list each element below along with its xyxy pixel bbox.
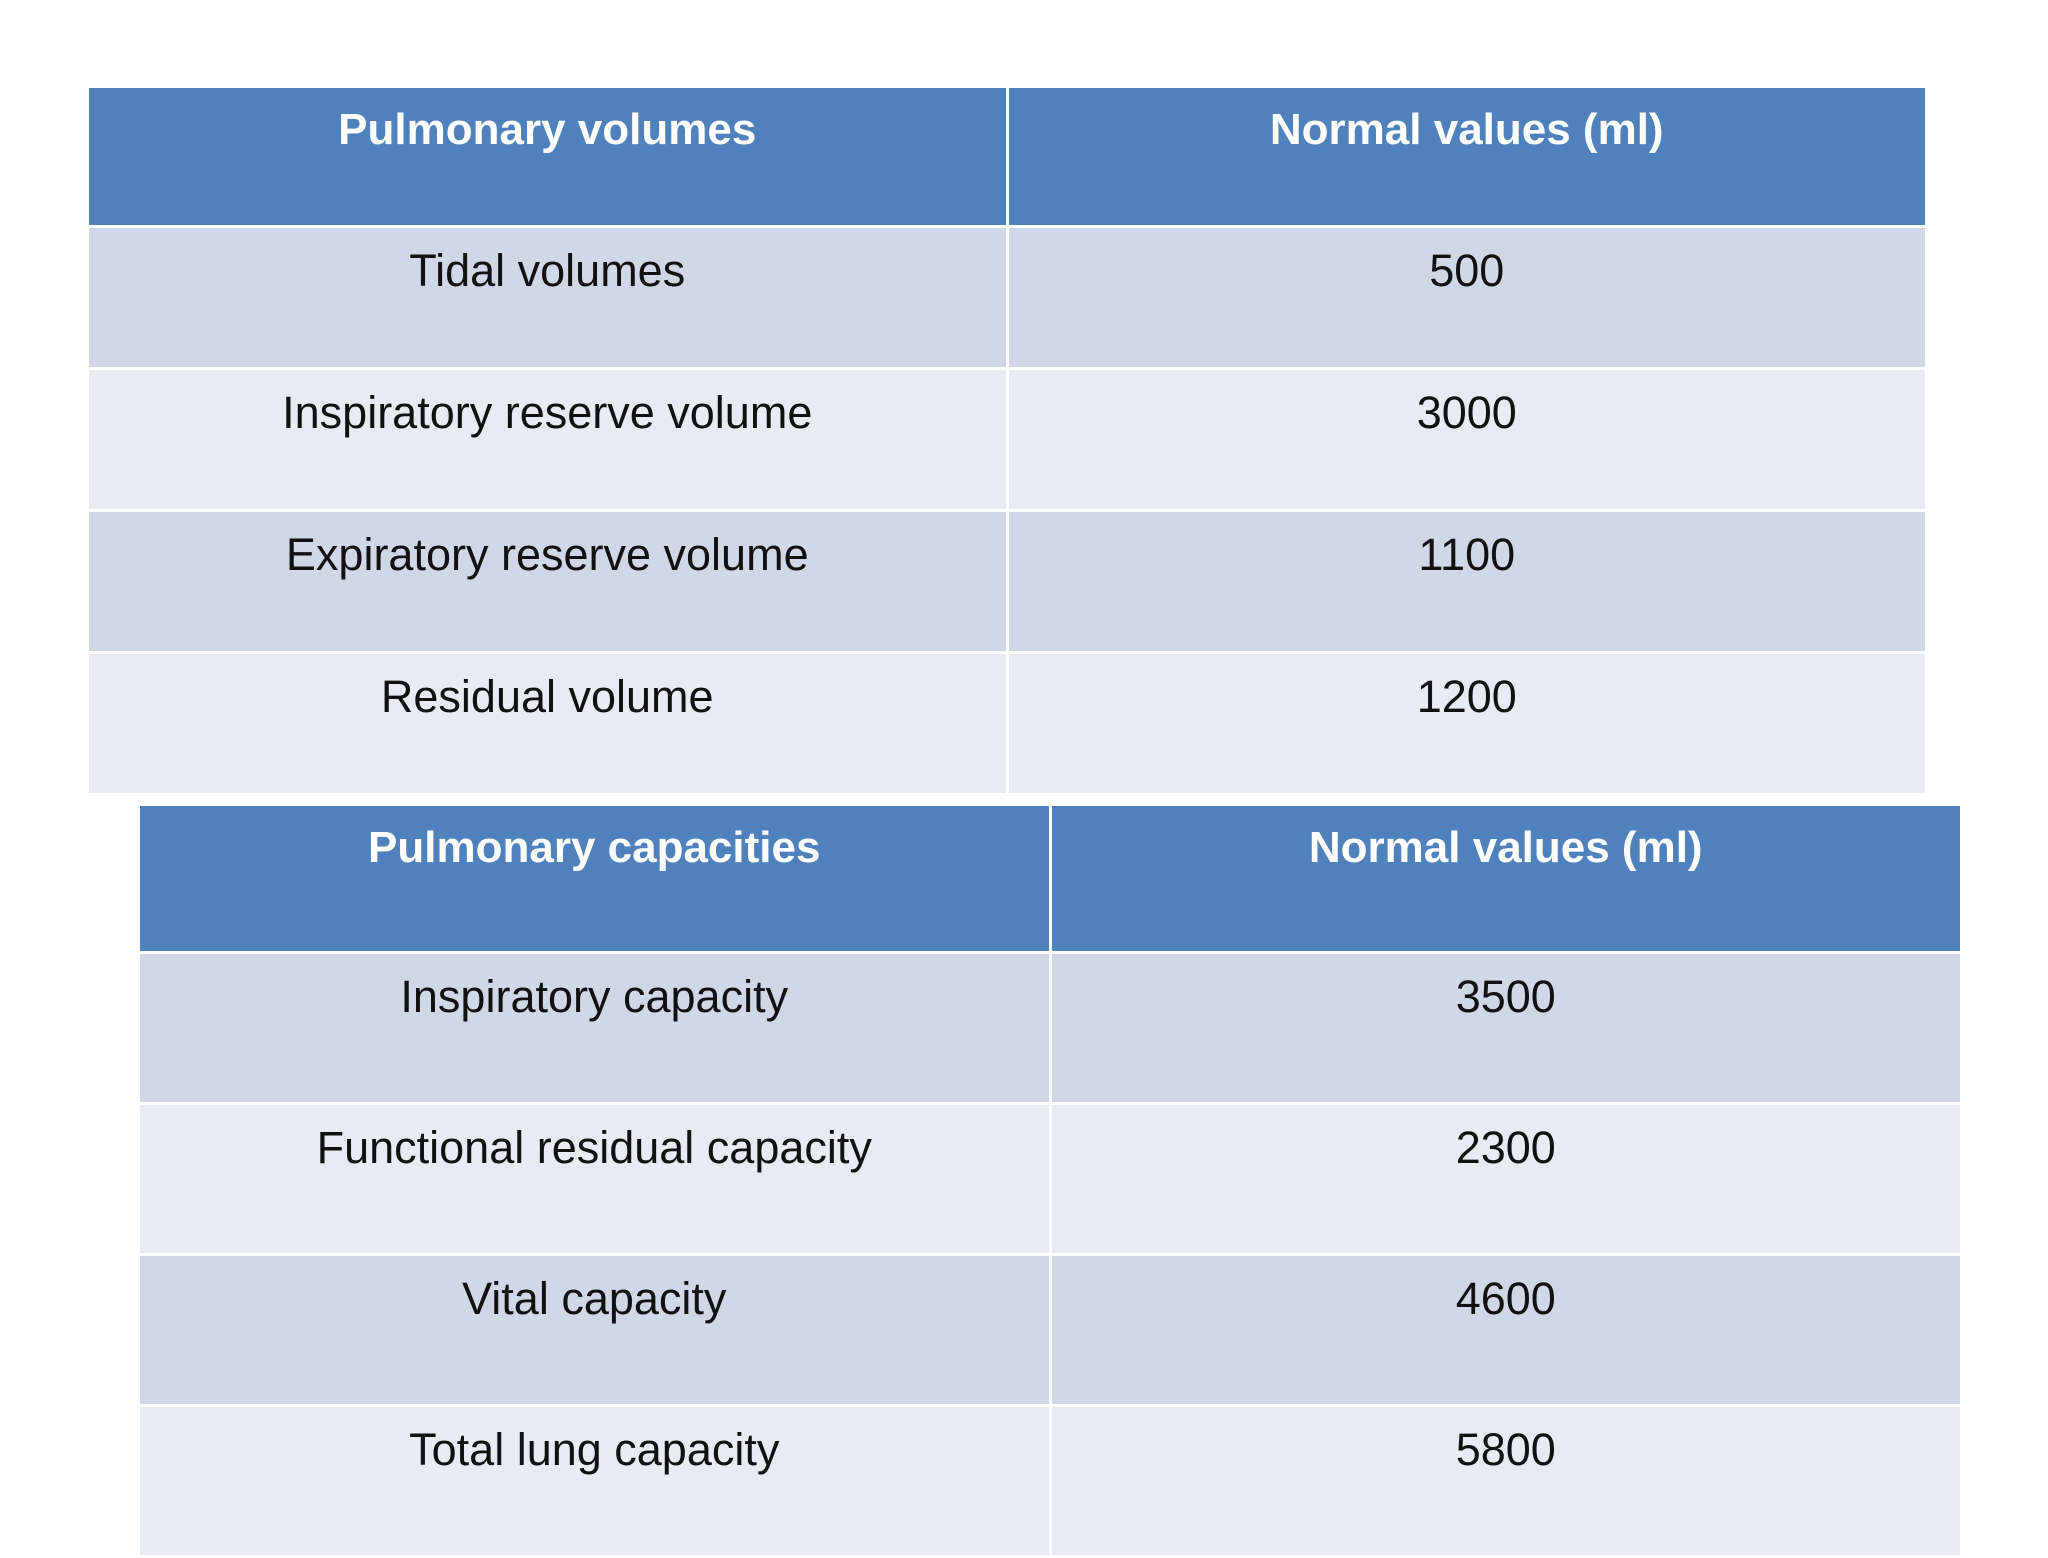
row-label-cell: Total lung capacity <box>137 1404 1052 1558</box>
table-header-row: Pulmonary capacities Normal values (ml) <box>137 803 1963 954</box>
table-row: Total lung capacity 5800 <box>137 1404 1963 1558</box>
row-label-cell: Inspiratory capacity <box>137 951 1052 1105</box>
table-row: Inspiratory reserve volume 3000 <box>86 367 1928 512</box>
pulmonary-volumes-table: Pulmonary volumes Normal values (ml) Tid… <box>86 85 1928 796</box>
column-header-normal-values: Normal values (ml) <box>1005 85 1928 228</box>
pulmonary-capacities-table: Pulmonary capacities Normal values (ml) … <box>137 803 1963 1558</box>
row-value-cell: 5800 <box>1048 1404 1963 1558</box>
row-label-cell: Expiratory reserve volume <box>86 509 1009 654</box>
table-header-row: Pulmonary volumes Normal values (ml) <box>86 85 1928 228</box>
row-label-cell: Tidal volumes <box>86 225 1009 370</box>
row-label-cell: Vital capacity <box>137 1253 1052 1407</box>
row-value-cell: 2300 <box>1048 1102 1963 1256</box>
row-label-cell: Inspiratory reserve volume <box>86 367 1009 512</box>
column-header-normal-values: Normal values (ml) <box>1048 803 1963 954</box>
table-row: Tidal volumes 500 <box>86 225 1928 370</box>
column-header-pulmonary-volumes: Pulmonary volumes <box>86 85 1009 228</box>
table-row: Expiratory reserve volume 1100 <box>86 509 1928 654</box>
row-value-cell: 1200 <box>1005 651 1928 796</box>
table-row: Inspiratory capacity 3500 <box>137 951 1963 1105</box>
row-value-cell: 500 <box>1005 225 1928 370</box>
table-row: Vital capacity 4600 <box>137 1253 1963 1407</box>
row-value-cell: 3500 <box>1048 951 1963 1105</box>
row-value-cell: 3000 <box>1005 367 1928 512</box>
column-header-pulmonary-capacities: Pulmonary capacities <box>137 803 1052 954</box>
row-value-cell: 1100 <box>1005 509 1928 654</box>
row-label-cell: Functional residual capacity <box>137 1102 1052 1256</box>
table-row: Residual volume 1200 <box>86 651 1928 796</box>
row-label-cell: Residual volume <box>86 651 1009 796</box>
table-row: Functional residual capacity 2300 <box>137 1102 1963 1256</box>
row-value-cell: 4600 <box>1048 1253 1963 1407</box>
